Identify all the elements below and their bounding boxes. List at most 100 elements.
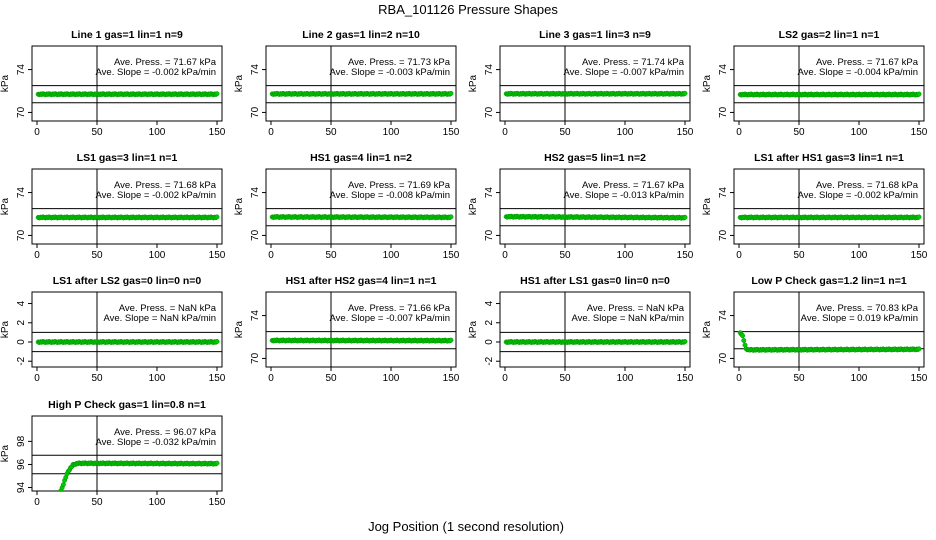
y-tick-label: 2	[484, 320, 495, 326]
ave-press-label: Ave. Press. = 71.67 kPa	[816, 57, 919, 68]
x-tick-label: 0	[502, 373, 508, 384]
y-tick-label: 74	[16, 64, 27, 76]
figure-xlabel: Jog Position (1 second resolution)	[368, 519, 564, 534]
plot-frame	[31, 45, 223, 122]
ave-slope-label: Ave. Slope = -0.004 kPa/min	[798, 67, 919, 78]
x-tick-label: 150	[911, 127, 928, 138]
x-tick-label: 150	[443, 373, 460, 384]
data-point	[60, 482, 66, 488]
data-series	[58, 460, 220, 491]
x-tick-label: 100	[851, 373, 868, 384]
plot-frame	[733, 168, 925, 245]
x-tick-label: 50	[793, 127, 805, 138]
x-tick-label: 100	[617, 127, 634, 138]
ave-press-label: Ave. Press. = 71.66 kPa	[348, 303, 451, 314]
y-axis-label: kPa	[0, 320, 11, 338]
y-tick-label: 70	[16, 229, 27, 241]
plot-frame	[499, 291, 691, 368]
plot-frame	[265, 168, 457, 245]
y-tick-label: 74	[484, 187, 495, 199]
x-tick-label: 50	[325, 373, 337, 384]
data-point	[214, 460, 220, 466]
ave-press-label: Ave. Press. = 70.83 kPa	[816, 303, 919, 314]
x-tick-label: 50	[793, 250, 805, 261]
y-tick-label: 74	[16, 187, 27, 199]
panel-title: LS1 gas=3 lin=1 n=1	[77, 152, 178, 164]
x-tick-label: 100	[149, 497, 166, 508]
y-tick-label: 0	[484, 339, 495, 345]
x-tick-label: 150	[209, 250, 226, 261]
panel-title: Line 2 gas=1 lin=2 n=10	[302, 29, 420, 41]
y-axis-label: kPa	[702, 320, 713, 338]
y-tick-label: -2	[484, 356, 495, 365]
y-axis-label: kPa	[468, 197, 479, 215]
data-point	[682, 339, 688, 344]
y-tick-label: 74	[718, 187, 729, 199]
y-tick-label: 2	[16, 320, 27, 326]
data-series	[737, 91, 922, 98]
data-series	[269, 337, 454, 344]
panel-title: Line 3 gas=1 lin=3 n=9	[539, 29, 651, 41]
chart-panel: HS2 gas=5 lin=1 n=2 Ave. Press. = 71.67 k…	[468, 152, 694, 261]
ave-slope-label: Ave. Slope = -0.003 kPa/min	[330, 67, 451, 78]
x-tick-label: 50	[91, 497, 103, 508]
panel-title: HS2 gas=5 lin=1 n=2	[544, 152, 646, 164]
x-tick-label: 0	[502, 127, 508, 138]
x-tick-label: 0	[268, 127, 274, 138]
chart-panel: Low P Check gas=1.2 lin=1 n=1 Ave. Press.…	[702, 275, 928, 384]
ave-slope-label: Ave. Slope = -0.002 kPa/min	[96, 67, 217, 78]
data-point	[682, 214, 688, 220]
x-tick-label: 100	[149, 373, 166, 384]
data-point	[916, 91, 922, 97]
plot-frame	[733, 291, 925, 368]
x-tick-label: 100	[617, 250, 634, 261]
data-point	[214, 91, 220, 97]
data-point	[448, 214, 454, 220]
panel-title: LS1 after LS2 gas=0 lin=0 n=0	[53, 275, 202, 287]
panel-title: LS2 gas=2 lin=1 n=1	[779, 29, 880, 41]
y-tick-label: 70	[718, 352, 729, 364]
data-series	[35, 214, 220, 221]
chart-panel: LS1 after HS1 gas=3 lin=1 n=1 Ave. Press.…	[702, 152, 928, 261]
plot-frame	[31, 168, 223, 245]
data-series	[269, 214, 454, 221]
data-series	[737, 330, 922, 353]
x-tick-label: 100	[383, 373, 400, 384]
chart-panel: HS1 after HS2 gas=4 lin=1 n=1 Ave. Press.…	[234, 275, 460, 384]
data-point	[916, 214, 922, 220]
y-axis-label: kPa	[0, 74, 11, 92]
x-tick-label: 100	[617, 373, 634, 384]
x-tick-label: 0	[268, 373, 274, 384]
data-point	[448, 90, 454, 96]
panel-title: Line 1 gas=1 lin=1 n=9	[71, 29, 183, 41]
x-tick-label: 0	[502, 250, 508, 261]
x-tick-label: 150	[209, 127, 226, 138]
x-tick-label: 50	[559, 373, 571, 384]
x-tick-label: 0	[736, 250, 742, 261]
x-tick-label: 150	[443, 250, 460, 261]
x-tick-label: 0	[34, 250, 40, 261]
chart-panel: High P Check gas=1 lin=0.8 n=1 Ave. Press…	[0, 399, 226, 508]
chart-panel: LS2 gas=2 lin=1 n=1 Ave. Press. = 71.67 k…	[702, 29, 928, 138]
ave-press-label: Ave. Press. = 71.69 kPa	[348, 180, 451, 191]
chart-panel: Line 3 gas=1 lin=3 n=9 Ave. Press. = 71.7…	[468, 29, 694, 138]
data-series	[737, 214, 922, 221]
x-tick-label: 50	[325, 250, 337, 261]
y-axis-label: kPa	[234, 74, 245, 92]
x-tick-label: 150	[911, 373, 928, 384]
y-tick-label: 74	[718, 64, 729, 76]
data-series	[35, 91, 220, 98]
y-tick-label: 70	[718, 229, 729, 241]
data-point	[214, 214, 220, 220]
y-tick-label: 98	[16, 435, 27, 447]
y-tick-label: 4	[16, 300, 27, 306]
y-axis-label: kPa	[234, 197, 245, 215]
plot-frame	[733, 45, 925, 122]
panel-title: Low P Check gas=1.2 lin=1 n=1	[751, 275, 906, 287]
plot-frame	[265, 291, 457, 368]
ave-slope-label: Ave. Slope = -0.007 kPa/min	[564, 67, 685, 78]
data-point	[682, 90, 688, 96]
ave-slope-label: Ave. Slope = -0.013 kPa/min	[564, 190, 685, 201]
ave-slope-label: Ave. Slope = -0.002 kPa/min	[96, 190, 217, 201]
panel-title: LS1 after HS1 gas=3 lin=1 n=1	[754, 152, 904, 164]
